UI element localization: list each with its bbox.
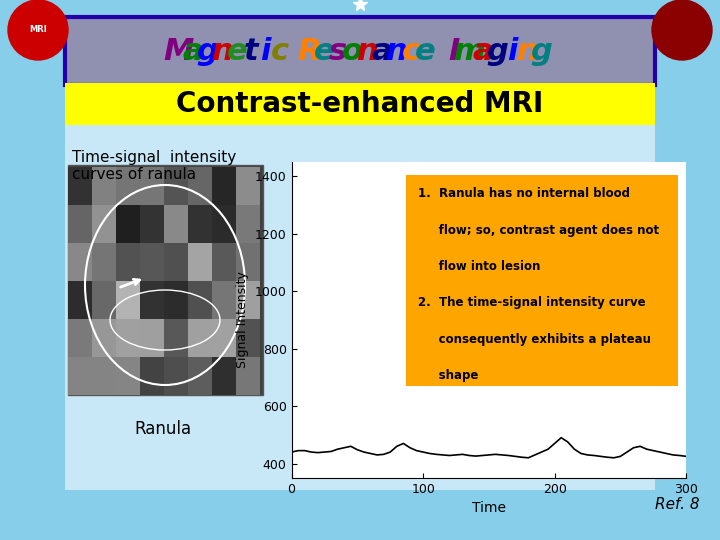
Text: s: s — [329, 37, 347, 65]
Text: flow; so, contrast agent does not: flow; so, contrast agent does not — [418, 224, 659, 237]
FancyBboxPatch shape — [140, 319, 164, 357]
FancyBboxPatch shape — [164, 281, 188, 319]
Text: n: n — [516, 37, 538, 65]
Text: n: n — [212, 37, 233, 65]
FancyBboxPatch shape — [236, 167, 260, 205]
FancyBboxPatch shape — [68, 165, 263, 395]
Text: 1.  Ranula has no internal blood: 1. Ranula has no internal blood — [418, 187, 630, 200]
FancyBboxPatch shape — [164, 205, 188, 243]
FancyBboxPatch shape — [188, 281, 212, 319]
Text: M: M — [163, 37, 194, 65]
FancyBboxPatch shape — [164, 243, 188, 281]
FancyBboxPatch shape — [68, 167, 92, 205]
Circle shape — [652, 0, 712, 60]
Text: m: m — [453, 37, 485, 65]
Text: g: g — [487, 37, 509, 65]
FancyBboxPatch shape — [65, 83, 655, 125]
FancyBboxPatch shape — [212, 281, 236, 319]
Text: n: n — [385, 37, 407, 65]
Text: i: i — [507, 37, 518, 65]
FancyBboxPatch shape — [92, 319, 116, 357]
FancyBboxPatch shape — [236, 205, 260, 243]
FancyBboxPatch shape — [92, 167, 116, 205]
Text: Time-signal  intensity
curves of ranula: Time-signal intensity curves of ranula — [72, 150, 236, 183]
FancyBboxPatch shape — [116, 205, 140, 243]
Text: a: a — [473, 37, 494, 65]
Text: o: o — [342, 37, 364, 65]
Text: t: t — [244, 37, 258, 65]
Text: c: c — [271, 37, 289, 65]
FancyBboxPatch shape — [92, 205, 116, 243]
FancyBboxPatch shape — [116, 357, 140, 395]
X-axis label: Time: Time — [472, 501, 506, 515]
Text: consequently exhibits a plateau: consequently exhibits a plateau — [418, 333, 651, 346]
FancyBboxPatch shape — [68, 319, 92, 357]
FancyBboxPatch shape — [140, 243, 164, 281]
FancyBboxPatch shape — [188, 319, 212, 357]
Text: Ref. 8: Ref. 8 — [655, 497, 700, 512]
Text: a: a — [183, 37, 204, 65]
Circle shape — [8, 0, 68, 60]
FancyBboxPatch shape — [68, 357, 92, 395]
FancyBboxPatch shape — [164, 319, 188, 357]
FancyBboxPatch shape — [92, 281, 116, 319]
FancyBboxPatch shape — [68, 243, 92, 281]
FancyBboxPatch shape — [212, 167, 236, 205]
FancyBboxPatch shape — [212, 243, 236, 281]
FancyBboxPatch shape — [236, 357, 260, 395]
FancyBboxPatch shape — [212, 205, 236, 243]
FancyBboxPatch shape — [92, 243, 116, 281]
Text: MRI: MRI — [29, 25, 47, 35]
Text: i: i — [261, 37, 271, 65]
FancyBboxPatch shape — [212, 357, 236, 395]
Text: n: n — [356, 37, 378, 65]
FancyBboxPatch shape — [140, 205, 164, 243]
FancyBboxPatch shape — [116, 281, 140, 319]
Text: Ranula: Ranula — [135, 420, 192, 438]
FancyBboxPatch shape — [68, 281, 92, 319]
Text: g: g — [531, 37, 552, 65]
FancyBboxPatch shape — [164, 167, 188, 205]
Y-axis label: Signal Intensity: Signal Intensity — [236, 272, 249, 368]
FancyBboxPatch shape — [188, 205, 212, 243]
FancyBboxPatch shape — [188, 243, 212, 281]
FancyBboxPatch shape — [116, 167, 140, 205]
FancyBboxPatch shape — [236, 243, 260, 281]
Text: c: c — [402, 37, 420, 65]
Text: e: e — [415, 37, 436, 65]
FancyBboxPatch shape — [188, 167, 212, 205]
FancyBboxPatch shape — [406, 174, 678, 386]
FancyBboxPatch shape — [236, 281, 260, 319]
FancyBboxPatch shape — [65, 125, 655, 490]
FancyBboxPatch shape — [188, 357, 212, 395]
Text: I: I — [449, 37, 460, 65]
Text: flow into lesion: flow into lesion — [418, 260, 540, 273]
Text: e: e — [226, 37, 247, 65]
Text: 2.  The time-signal intensity curve: 2. The time-signal intensity curve — [418, 296, 646, 309]
Text: Contrast-enhanced MRI: Contrast-enhanced MRI — [176, 90, 544, 118]
FancyBboxPatch shape — [116, 319, 140, 357]
FancyBboxPatch shape — [164, 357, 188, 395]
FancyBboxPatch shape — [212, 319, 236, 357]
Text: a: a — [372, 37, 392, 65]
FancyBboxPatch shape — [140, 357, 164, 395]
FancyBboxPatch shape — [140, 281, 164, 319]
FancyBboxPatch shape — [65, 17, 655, 85]
Text: R: R — [297, 37, 321, 65]
FancyBboxPatch shape — [68, 205, 92, 243]
FancyBboxPatch shape — [116, 243, 140, 281]
FancyBboxPatch shape — [92, 357, 116, 395]
FancyBboxPatch shape — [236, 319, 260, 357]
Text: g: g — [197, 37, 219, 65]
FancyBboxPatch shape — [140, 167, 164, 205]
Text: shape: shape — [418, 369, 478, 382]
Text: e: e — [313, 37, 334, 65]
